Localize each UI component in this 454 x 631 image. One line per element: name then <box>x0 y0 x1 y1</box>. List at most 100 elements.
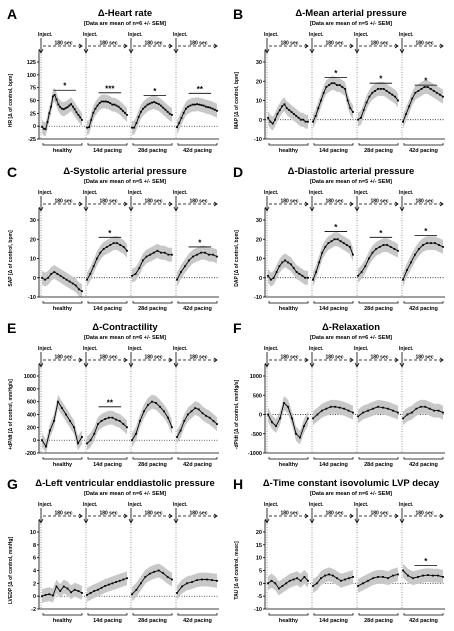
mean-point <box>272 276 275 279</box>
mean-point <box>99 251 102 254</box>
mean-point <box>299 579 302 582</box>
mean-point <box>126 114 128 116</box>
mean-point <box>283 402 285 404</box>
mean-point <box>442 576 444 578</box>
mean-point <box>138 267 141 269</box>
mean-point <box>406 413 409 416</box>
significance-mark: * <box>334 223 338 232</box>
mean-point <box>426 242 428 244</box>
mean-point <box>143 410 145 413</box>
mean-point <box>352 576 354 578</box>
mean-point <box>293 113 295 115</box>
sem-band <box>403 80 443 129</box>
inject-label: Inject. <box>173 502 188 508</box>
interval-label: 180 sec <box>415 199 433 205</box>
mean-point <box>290 111 293 113</box>
mean-point <box>105 100 107 103</box>
mean-point <box>77 114 80 116</box>
interval-label: 180 sec <box>189 355 207 361</box>
mean-point <box>267 413 269 416</box>
interval-label: 180 sec <box>325 41 343 47</box>
sem-band <box>132 95 172 135</box>
y-axis-label: LVEDP [Δ of control, mmHg] <box>8 537 14 605</box>
group-label: healthy <box>53 618 73 624</box>
sem-band <box>177 401 217 444</box>
mean-point <box>152 251 155 254</box>
mean-point <box>187 413 189 416</box>
mean-point <box>163 251 166 254</box>
interval-label: 180 sec <box>189 511 207 517</box>
mean-point <box>111 582 114 585</box>
mean-point <box>314 115 317 117</box>
sem-band <box>42 579 82 604</box>
interval-arrowhead <box>349 201 354 207</box>
inject-label: Inject. <box>173 32 188 38</box>
mean-point <box>126 426 128 429</box>
mean-point <box>275 271 278 273</box>
mean-point <box>56 273 59 275</box>
mean-point <box>72 105 74 108</box>
group-bracket <box>87 613 128 616</box>
group-bracket <box>42 613 83 616</box>
y-tick-label: -10 <box>28 295 36 301</box>
mean-point <box>349 107 352 110</box>
sem-band <box>313 76 353 129</box>
mean-point <box>70 103 72 105</box>
inject-label: Inject. <box>264 32 279 38</box>
mean-point <box>186 582 188 585</box>
mean-point <box>146 103 149 106</box>
mean-point <box>333 82 336 85</box>
mean-point <box>325 86 328 88</box>
group-label: 42d pacing <box>409 618 438 624</box>
mean-point <box>176 436 178 438</box>
group-label: 42d pacing <box>183 148 212 154</box>
mean-point <box>433 409 435 412</box>
interval-label: 180 sec <box>280 41 298 47</box>
inject-label: Inject. <box>264 190 279 196</box>
mean-point <box>156 249 159 252</box>
y-tick-label: 10 <box>30 257 36 263</box>
group-bracket <box>177 143 218 146</box>
panel-title: Δ-Systolic arterial pressure <box>63 166 187 177</box>
y-tick-label: 4 <box>33 569 37 575</box>
mean-point <box>57 103 60 106</box>
panel-title: Δ-Contractility <box>92 322 158 333</box>
mean-point <box>318 261 321 264</box>
interval-arrowhead <box>78 43 83 49</box>
group-label: 28d pacing <box>138 462 167 468</box>
mean-point <box>405 113 407 115</box>
interval-arrowhead <box>439 43 444 49</box>
mean-point <box>53 94 56 96</box>
panel-title: Δ-Diastolic arterial pressure <box>288 166 415 177</box>
inject-label: Inject. <box>83 32 98 38</box>
panel-letter: G <box>7 476 18 492</box>
interval-arrowhead <box>439 513 444 519</box>
inject-label: Inject. <box>83 346 98 352</box>
mean-point <box>191 581 193 583</box>
mean-point <box>374 90 376 92</box>
inject-label: Inject. <box>83 190 98 196</box>
interval-label: 180 sec <box>189 199 207 205</box>
interval-label: 180 sec <box>54 199 72 205</box>
interval-label: 180 sec <box>54 511 72 517</box>
sem-band <box>358 238 398 283</box>
y-tick-label: 0 <box>259 118 262 124</box>
mean-point <box>155 102 158 104</box>
y-tick-label: 75 <box>30 86 36 92</box>
panel-subtitle: [Data are mean of n=6 +/- SEM] <box>84 491 166 497</box>
sem-band <box>177 97 217 135</box>
mean-point <box>106 246 108 248</box>
group-bracket <box>132 613 173 616</box>
group-bracket <box>42 143 83 146</box>
mean-point <box>124 111 126 114</box>
mean-point <box>93 590 96 592</box>
mean-point <box>97 588 99 591</box>
significance-mark: ** <box>107 398 114 407</box>
mean-point <box>211 579 213 581</box>
mean-point <box>406 269 408 271</box>
mean-point <box>377 405 379 408</box>
inject-label: Inject. <box>399 346 414 352</box>
mean-point <box>42 127 45 130</box>
panel-c: C Δ-Systolic arterial pressure [Data are m… <box>7 164 219 312</box>
mean-point <box>269 120 272 123</box>
